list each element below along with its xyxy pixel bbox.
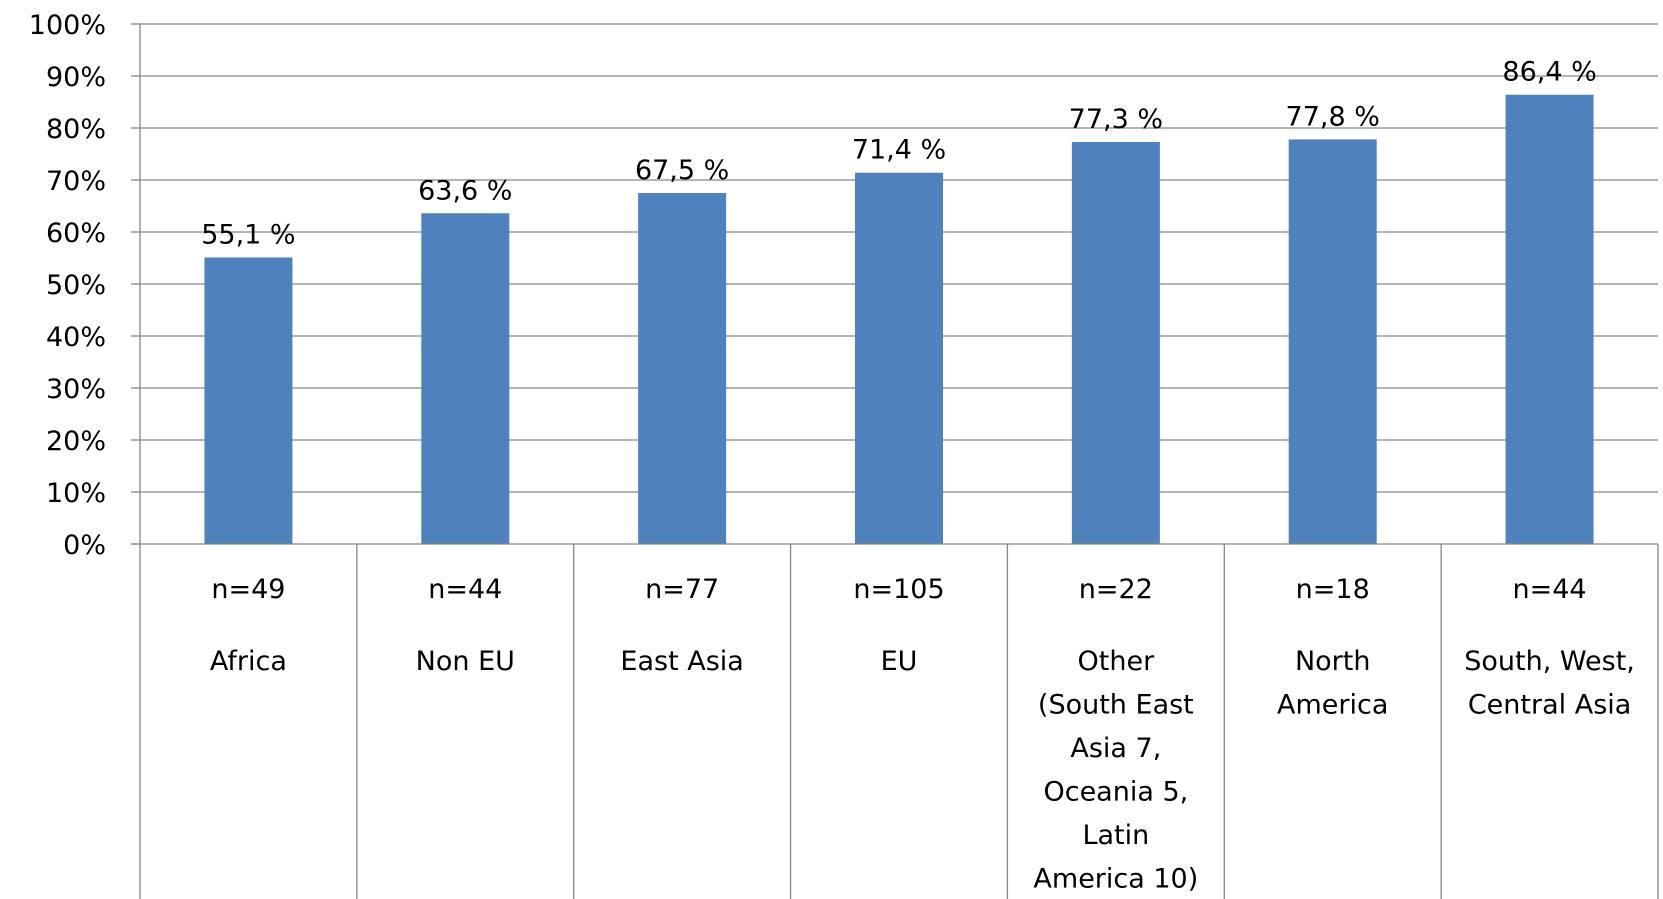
y-tick-label: 40% bbox=[46, 322, 106, 353]
category-label: Other (South East Asia 7, Oceania 5, Latin Am… bbox=[1033, 646, 1198, 895]
data-label: 67,5 % bbox=[635, 155, 729, 186]
category-label: Africa bbox=[210, 646, 287, 677]
axes bbox=[131, 23, 1658, 899]
category-label-line: Oceania 5, bbox=[1043, 777, 1188, 808]
bar bbox=[638, 193, 727, 544]
sample-size-label: n=44 bbox=[1513, 574, 1587, 605]
category-label-line: Latin bbox=[1082, 820, 1149, 851]
sample-size-label: n=18 bbox=[1296, 574, 1370, 605]
bar bbox=[855, 172, 943, 544]
category-table: n=49 Africa n=44 Non EU n=77 East Asia n=105 EU… bbox=[210, 544, 1659, 899]
category-label-line: EU bbox=[881, 646, 918, 677]
category-label-line: East Asia bbox=[620, 646, 743, 677]
category-label: South, West, Central Asia bbox=[1464, 646, 1635, 721]
sample-size-label: n=49 bbox=[211, 574, 285, 605]
data-label: 71,4 % bbox=[852, 135, 946, 166]
category-label: North America bbox=[1277, 646, 1388, 721]
category-label-line: Asia 7, bbox=[1070, 733, 1161, 764]
sample-size-label: n=44 bbox=[428, 574, 502, 605]
bar bbox=[1505, 94, 1594, 544]
data-label: 63,6 % bbox=[418, 175, 512, 206]
category-label-line: South, West, bbox=[1464, 646, 1635, 677]
y-tick-label: 70% bbox=[46, 166, 106, 197]
sample-size-label: n=105 bbox=[853, 574, 944, 605]
category-label: Non EU bbox=[416, 646, 515, 677]
bars bbox=[204, 94, 1594, 545]
data-label: 86,4 % bbox=[1502, 57, 1596, 88]
y-tick-label: 90% bbox=[46, 62, 106, 93]
category-label: East Asia bbox=[620, 646, 743, 677]
data-label: 77,3 % bbox=[1069, 104, 1163, 135]
y-tick-label: 80% bbox=[46, 114, 106, 145]
category-label-line: America bbox=[1277, 690, 1388, 721]
sample-size-label: n=77 bbox=[645, 574, 719, 605]
y-axis-tick-labels: 0% 10% 20% 30% 40% 50% 60% 70% 80% 90% 100% bbox=[29, 10, 106, 561]
data-label: 77,8 % bbox=[1286, 101, 1380, 132]
y-tick-label: 60% bbox=[46, 218, 106, 249]
category-label-line: Non EU bbox=[416, 646, 515, 677]
sample-size-label: n=22 bbox=[1079, 574, 1153, 605]
category-label-line: (South East bbox=[1038, 690, 1194, 721]
data-labels: 55,1 % 63,6 % 67,5 % 71,4 % 77,3 % 77,8 % 86,4… bbox=[201, 57, 1597, 251]
category-label: EU bbox=[881, 646, 918, 677]
category-label-line: America 10) bbox=[1033, 864, 1198, 895]
y-tick-label: 20% bbox=[46, 426, 106, 457]
data-label: 55,1 % bbox=[201, 219, 295, 250]
category-label-line: Central Asia bbox=[1468, 690, 1631, 721]
category-label-line: Other bbox=[1078, 646, 1156, 677]
y-tick-label: 30% bbox=[46, 374, 106, 405]
y-tick-label: 10% bbox=[46, 478, 106, 509]
y-tick-label: 100% bbox=[29, 10, 106, 41]
bar bbox=[204, 257, 293, 544]
category-label-line: Africa bbox=[210, 646, 287, 677]
bar bbox=[1071, 142, 1160, 545]
bar bbox=[1288, 139, 1377, 544]
category-label-line: North bbox=[1295, 646, 1371, 677]
y-tick-label: 50% bbox=[46, 270, 106, 301]
y-tick-label: 0% bbox=[63, 530, 106, 561]
bar bbox=[421, 213, 510, 544]
